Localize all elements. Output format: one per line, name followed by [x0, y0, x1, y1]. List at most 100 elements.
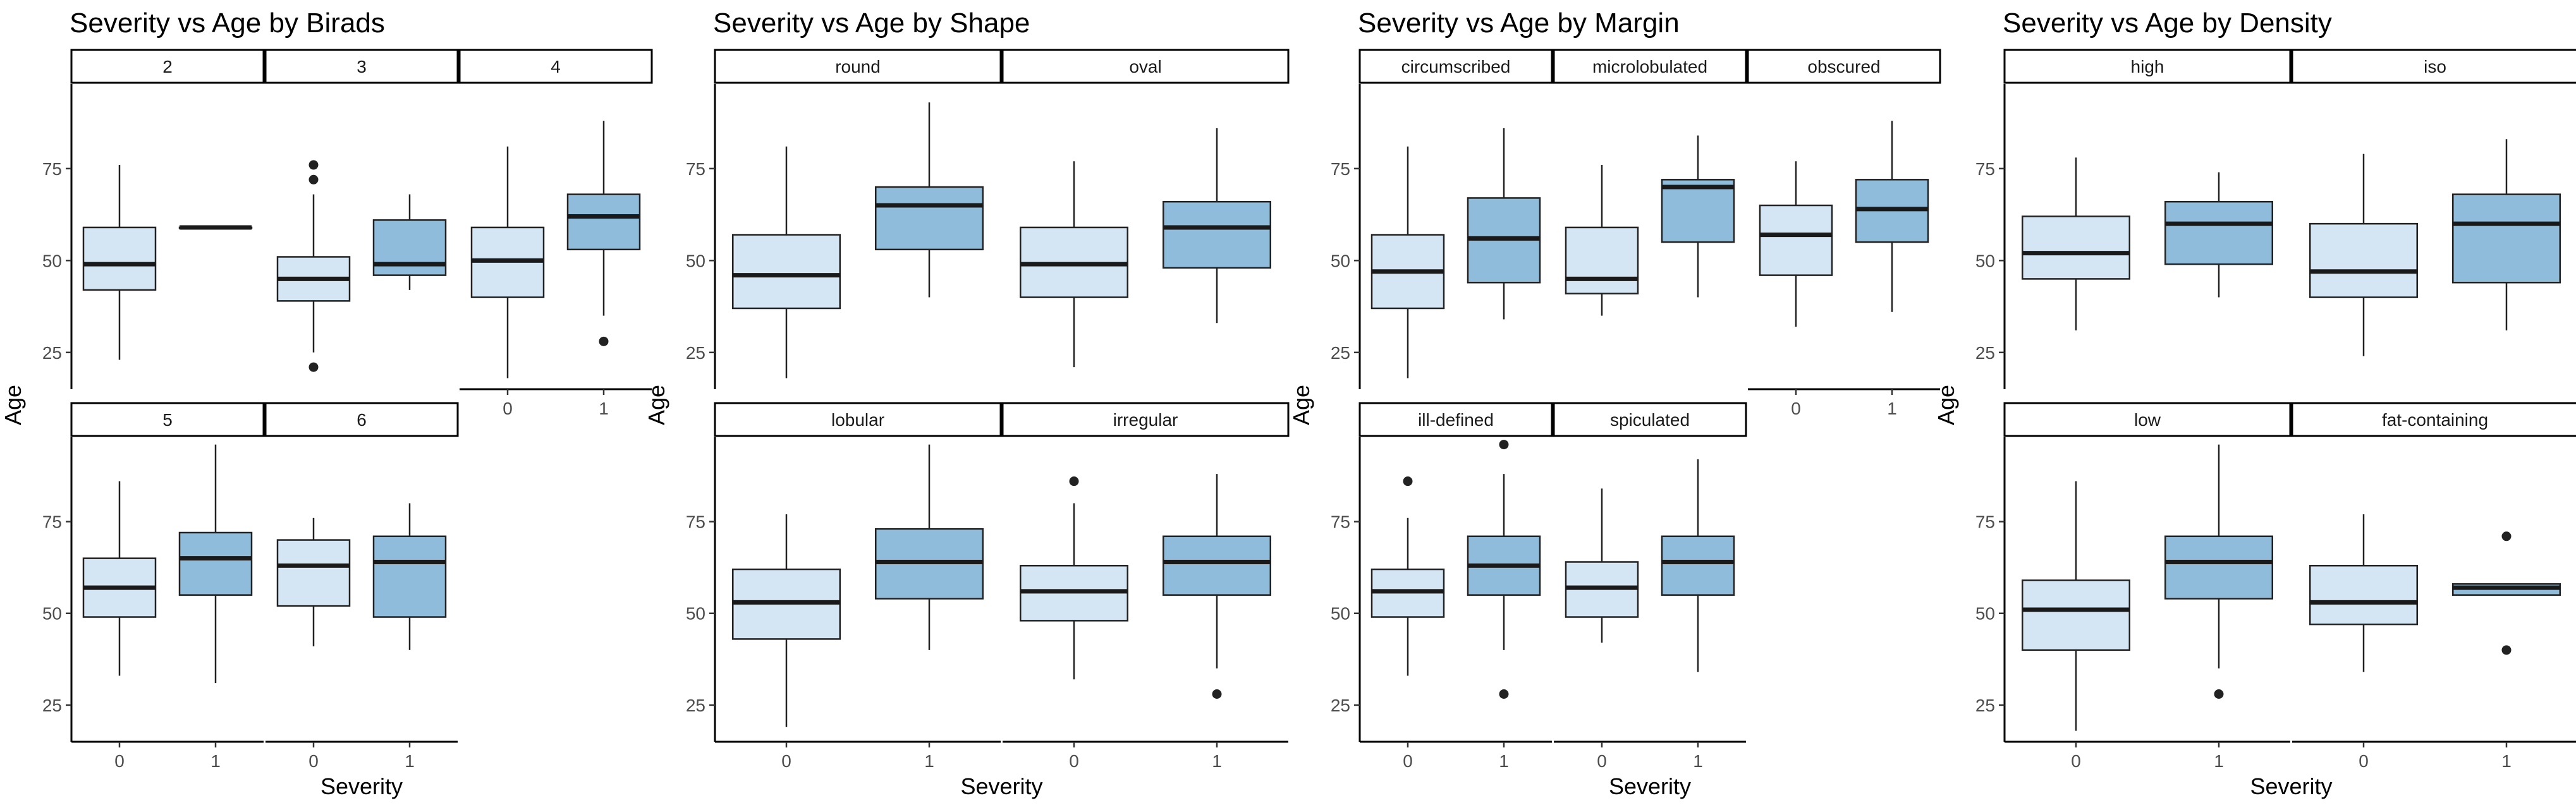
facet-panel-5: 5 25 50 75 0 1 — [42, 402, 265, 771]
box-severity-1 — [1467, 128, 1541, 320]
facet-strip — [2291, 402, 2576, 437]
facet-strip-label: 5 — [162, 410, 173, 430]
chart-title: Severity vs Age by Shape — [713, 8, 1030, 39]
y-tick-label: 25 — [1975, 696, 1995, 715]
facet-strip — [70, 402, 265, 437]
box-severity-0 — [1370, 476, 1445, 676]
facet-strip — [1001, 402, 1290, 437]
box-severity-1 — [2452, 531, 2561, 655]
box-iqr — [732, 234, 841, 310]
x-tick-label: 1 — [405, 751, 415, 771]
box-severity-1 — [875, 102, 984, 298]
x-tick-label: 0 — [503, 399, 513, 418]
facet-panel-low: low 25 50 75 0 1 — [1975, 402, 2292, 771]
box-severity-0 — [82, 481, 157, 676]
box-iqr — [566, 193, 641, 251]
outlier-point — [308, 174, 319, 184]
y-tick-label: 25 — [1331, 343, 1350, 363]
box-severity-0 — [2022, 157, 2130, 330]
facet-panel-high: high 25 50 75 — [1975, 49, 2292, 389]
facet-panel-iso: iso — [2291, 49, 2576, 356]
box-severity-0 — [276, 517, 351, 647]
y-tick-label: 75 — [1975, 159, 1995, 179]
facet-strip — [70, 49, 265, 84]
box-iqr — [1565, 226, 1639, 294]
chart-group-2: Severity vs Age by Shape Age Severity round… — [644, 8, 1290, 799]
box-severity-1 — [1467, 440, 1541, 699]
y-tick-label: 75 — [686, 159, 705, 179]
facet-strip — [1553, 402, 1747, 437]
box-severity-1 — [372, 503, 447, 650]
facet-strip — [714, 402, 1002, 437]
box-iqr — [875, 186, 984, 251]
box-severity-0 — [2022, 481, 2130, 731]
y-tick-label: 50 — [42, 604, 62, 624]
box-iqr — [1661, 535, 1735, 596]
y-tick-label: 75 — [42, 512, 62, 532]
facet-strip — [264, 402, 459, 437]
facet-strip-label: circumscribed — [1401, 57, 1511, 76]
facet-panel-2: 2 25 50 75 — [42, 49, 265, 389]
facet-strip — [714, 49, 1002, 84]
y-tick-label: 50 — [686, 251, 705, 270]
box-iqr — [2022, 579, 2130, 651]
outlier-point — [308, 362, 319, 372]
y-tick-label: 25 — [686, 696, 705, 715]
facet-strip-label: lobular — [831, 410, 884, 430]
y-tick-label: 25 — [42, 343, 62, 363]
x-tick-label: 1 — [211, 751, 221, 771]
x-tick-label: 1 — [1887, 399, 1897, 418]
box-severity-1 — [566, 121, 641, 346]
y-tick-label: 75 — [686, 512, 705, 532]
x-tick-label: 1 — [2501, 751, 2512, 771]
facet-panel-microlobulated: microlobulated — [1553, 49, 1747, 316]
y-tick-label: 50 — [686, 604, 705, 624]
facet-panel-irregular: irregular 0 1 — [1001, 402, 1290, 771]
facet-strip-label: fat-containing — [2382, 410, 2488, 430]
chart-title: Severity vs Age by Density — [2003, 8, 2332, 39]
y-axis-title: Age — [644, 385, 669, 425]
box-severity-0 — [2309, 154, 2418, 356]
facet-panel-4: 4 0 1 — [458, 49, 653, 418]
x-tick-label: 0 — [1069, 751, 1079, 771]
box-severity-1 — [1661, 459, 1735, 672]
outlier-point — [599, 336, 609, 346]
facet-panel-oval: oval — [1001, 49, 1290, 368]
box-iqr — [1163, 200, 1271, 269]
box-iqr — [2452, 193, 2561, 284]
y-tick-label: 50 — [1975, 251, 1995, 270]
y-tick-label: 25 — [1331, 696, 1350, 715]
x-tick-label: 0 — [1403, 751, 1413, 771]
facet-panel-3: 3 — [264, 49, 459, 372]
box-iqr — [2164, 535, 2273, 600]
box-iqr — [2309, 222, 2418, 298]
box-severity-1 — [178, 225, 253, 230]
y-tick-label: 75 — [42, 159, 62, 179]
facet-strip-label: 4 — [551, 57, 561, 76]
facet-strip-label: high — [2131, 57, 2164, 76]
facet-strip-label: iso — [2424, 57, 2446, 76]
box-severity-1 — [1661, 135, 1735, 298]
x-tick-label: 0 — [2359, 751, 2369, 771]
box-severity-0 — [1020, 161, 1128, 368]
chart-group-1: Severity vs Age by BiradsAgeSeverity2255… — [0, 8, 653, 799]
chart-group-3: Severity vs Age by Margin Age Severity circ… — [1288, 8, 1941, 799]
facet-strip-label: spiculated — [1610, 410, 1690, 430]
outlier-point — [1499, 440, 1509, 450]
y-tick-label: 50 — [42, 251, 62, 270]
box-severity-0 — [1370, 146, 1445, 378]
facet-strip — [1358, 49, 1553, 84]
chart-group-4: Severity vs Age by Density Age Severity hig… — [1933, 8, 2576, 799]
facet-strip — [1553, 49, 1747, 84]
x-tick-label: 0 — [1597, 751, 1607, 771]
y-tick-label: 25 — [686, 343, 705, 363]
outlier-point — [2501, 531, 2512, 541]
box-severity-1 — [875, 444, 984, 650]
box-severity-1 — [2164, 444, 2273, 699]
box-severity-0 — [1759, 161, 1833, 327]
facet-panel-circumscribed: circumscribed 25 50 75 — [1331, 49, 1553, 389]
y-axis-title: Age — [0, 385, 26, 425]
box-iqr — [372, 219, 447, 276]
x-axis-title: Severity — [1609, 773, 1691, 799]
